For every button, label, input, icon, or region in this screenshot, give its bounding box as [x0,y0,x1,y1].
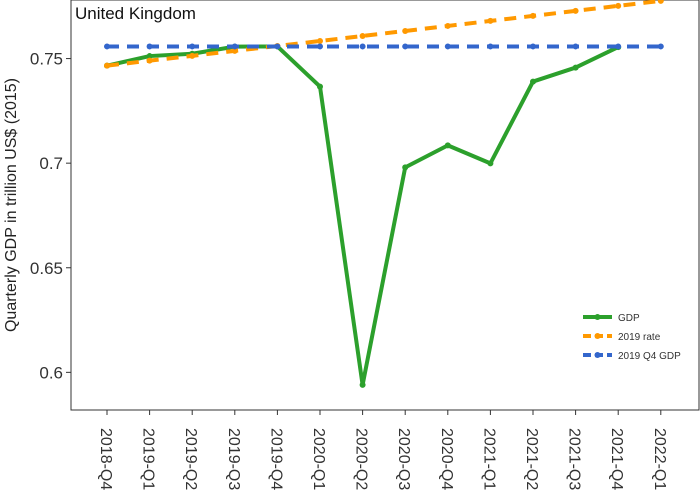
data-point-2019-q4-gdp [146,43,153,50]
data-point-2019-q4-gdp [359,43,366,50]
data-point-2019-q4-gdp [317,43,323,50]
legend-label: GDP [618,313,640,324]
data-point-2019-q4-gdp [104,43,110,50]
data-point-2019-rate [189,52,196,59]
y-tick-label: 0.6 [39,363,63,382]
data-point-2019-rate [530,12,536,19]
data-point-2019-rate [444,22,451,29]
x-tick-label: 2021-Q1 [480,428,497,490]
x-axis: 2018-Q4 2019-Q1 2019-Q2 2019-Q3 2019-Q4 2020-… [97,410,668,490]
data-point-2019-q4-gdp [189,43,196,50]
data-point-2019-rate [359,32,366,39]
series-line-2019-rate [106,0,662,68]
series-2019-rate [104,0,664,69]
data-point-2019-rate [487,17,494,24]
data-point-gdp [359,381,366,388]
data-point-gdp [572,64,579,71]
series-gdp [104,43,622,388]
x-tick-label: 2021-Q2 [523,428,540,490]
x-tick-label: 2021-Q4 [608,428,625,490]
data-point-2019-rate [317,38,323,44]
data-point-2019-q4-gdp [657,43,664,50]
data-point-2019-rate [146,57,153,64]
x-tick-label: 2018-Q4 [97,428,114,490]
legend-label: 2019 rate [618,332,661,343]
x-tick-label: 2020-Q1 [310,428,327,490]
x-tick-label: 2020-Q4 [438,428,455,490]
legend-item-gdp: GDP [583,313,640,324]
data-point-2019-rate [572,7,579,14]
y-axis: 0.6 0.65 0.7 0.75 [30,50,71,382]
data-point-gdp [146,53,153,60]
y-axis-title: Quarterly GDP in trillion US$ (2015) [3,78,20,332]
x-tick-label: 2019-Q1 [140,428,157,490]
legend-marker [594,333,601,339]
y-tick-label: 0.65 [30,259,63,278]
data-point-2019-q4-gdp [530,43,536,50]
legend-marker [594,314,601,320]
legend-marker [594,352,601,358]
data-point-2019-q4-gdp [274,43,281,50]
data-point-2019-q4-gdp [231,43,238,50]
data-point-gdp [317,83,323,90]
series-line-gdp [106,44,620,387]
plot-frame [70,0,700,411]
x-tick-label: 2019-Q4 [267,428,284,490]
data-point-2019-q4-gdp [444,43,451,50]
data-point-2019-rate [231,47,238,54]
data-point-2019-rate [657,0,664,4]
chart-title: United Kingdom [75,4,196,23]
data-point-2019-rate [615,2,622,9]
data-point-2019-rate [402,27,409,34]
data-point-gdp [530,78,536,85]
y-tick-label: 0.7 [39,154,63,173]
series-group [104,0,664,388]
legend-label: 2019 Q4 GDP [618,351,681,362]
x-tick-label: 2019-Q2 [182,428,199,490]
data-point-2019-q4-gdp [487,43,494,50]
x-tick-label: 2019-Q3 [225,428,242,490]
data-point-gdp [402,164,409,171]
legend-item-2019-rate: 2019 rate [583,332,661,343]
x-tick-label: 2020-Q3 [395,428,412,490]
data-point-gdp [444,142,451,149]
series-2019-q4-gdp [104,43,664,50]
x-tick-label: 2020-Q2 [353,428,370,490]
data-point-2019-rate [104,62,110,69]
data-point-2019-q4-gdp [572,43,579,50]
legend-item-2019-q4-gdp: 2019 Q4 GDP [583,351,681,362]
data-point-2019-q4-gdp [615,43,622,50]
legend: GDP 2019 rate 2019 Q4 GDP [583,313,681,362]
data-point-gdp [487,160,494,167]
data-point-2019-q4-gdp [402,43,409,50]
x-tick-label: 2022-Q1 [651,428,668,490]
y-tick-label: 0.75 [30,50,63,69]
x-tick-label: 2021-Q3 [566,428,583,490]
